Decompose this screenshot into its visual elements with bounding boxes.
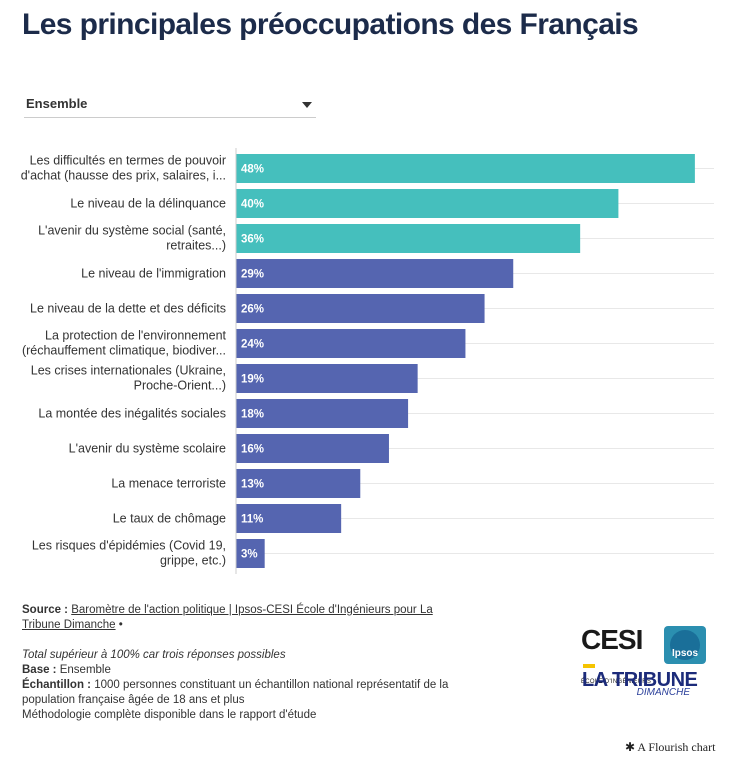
- bar[interactable]: [236, 364, 418, 393]
- bar[interactable]: [236, 329, 466, 358]
- bar-value-label: 26%: [241, 304, 264, 316]
- base-note: Base : Ensemble: [22, 663, 452, 678]
- bar-value-label: 16%: [241, 444, 264, 456]
- cesi-logo-subtitle: ÉCOLE D'INGÉNIEURS: [581, 679, 652, 685]
- bar-value-label: 36%: [241, 234, 264, 246]
- sample-note: Échantillon : 1000 personnes constituant…: [22, 678, 452, 708]
- cesi-logo: CESI ÉCOLE D'INGÉNIEURS: [581, 626, 656, 686]
- source-label: Source :: [22, 604, 69, 616]
- flourish-credit[interactable]: ✱ A Flourish chart: [625, 740, 716, 754]
- bar-value-label: 13%: [241, 479, 264, 491]
- chevron-down-icon[interactable]: [302, 102, 312, 108]
- bar-value-label: 29%: [241, 269, 264, 281]
- category-label: La montée des inégalités sociales: [38, 407, 226, 421]
- bar[interactable]: [236, 539, 265, 568]
- bar[interactable]: [236, 259, 514, 288]
- chart-title: Les principales préoccupations des Franç…: [22, 8, 639, 41]
- tribune-logo-subtitle: DIMANCHE: [636, 687, 690, 698]
- methodology-notes: Total supérieur à 100% car trois réponse…: [22, 648, 452, 723]
- category-label: La protection de l'environnement (réchauf…: [22, 329, 227, 358]
- base-value: Ensemble: [56, 664, 111, 676]
- base-label: Base :: [22, 664, 57, 676]
- bar[interactable]: [236, 434, 389, 463]
- bar-value-label: 11%: [241, 514, 263, 526]
- bar-value-label: 24%: [241, 339, 264, 351]
- total-note: Total supérieur à 100% car trois réponse…: [22, 649, 286, 661]
- bar[interactable]: [236, 399, 409, 428]
- source-suffix: •: [115, 619, 123, 631]
- bar[interactable]: [236, 469, 361, 498]
- methodology-note: Méthodologie complète disponible dans le…: [22, 709, 317, 721]
- sample-value: 1000 personnes constituant un échantillo…: [22, 679, 449, 706]
- filter-dropdown[interactable]: Ensemble: [24, 94, 316, 118]
- ipsos-logo: Ipsos: [664, 626, 706, 664]
- category-label: La menace terroriste: [111, 477, 226, 491]
- bar-chart: 48% Les difficultés en termes de pouvoir d…: [21, 148, 714, 574]
- bar[interactable]: [236, 224, 581, 253]
- source-note: Source : Baromètre de l'action politique…: [22, 603, 442, 633]
- bar[interactable]: [236, 294, 485, 323]
- tribune-logo-text: LA TRIBUNE: [582, 669, 698, 691]
- sample-label: Échantillon :: [22, 679, 91, 691]
- category-label: L'avenir du système social (santé, retrai…: [38, 224, 226, 253]
- flourish-credit-text: A Flourish chart: [637, 740, 716, 754]
- bar-value-label: 48%: [241, 164, 264, 176]
- la-tribune-logo: LA TRIBUNE DIMANCHE: [582, 670, 712, 700]
- bar-value-label: 19%: [241, 374, 264, 386]
- category-label: Le niveau de l'immigration: [81, 267, 226, 281]
- category-label: L'avenir du système scolaire: [69, 442, 226, 456]
- category-label: Les difficultés en termes de pouvoir d'ac…: [21, 154, 226, 183]
- category-label: Le taux de chômage: [113, 512, 226, 526]
- bar[interactable]: [236, 189, 619, 218]
- bar-value-label: 18%: [241, 409, 264, 421]
- category-label: Le niveau de la délinquance: [70, 197, 226, 211]
- bar[interactable]: [236, 504, 342, 533]
- category-label: Les risques d'épidémies (Covid 19, grippe…: [32, 539, 226, 568]
- cesi-logo-text: CESI: [581, 624, 643, 655]
- bar-value-label: 3%: [241, 549, 258, 561]
- category-label: Le niveau de la dette et des déficits: [30, 302, 226, 316]
- bar[interactable]: [236, 154, 695, 183]
- source-link[interactable]: Baromètre de l'action politique | Ipsos-…: [22, 604, 433, 631]
- filter-selected-value: Ensemble: [26, 96, 88, 111]
- ipsos-logo-text: Ipsos: [671, 648, 699, 659]
- bar-value-label: 40%: [241, 199, 264, 211]
- category-label: Les crises internationales (Ukraine, Proc…: [31, 364, 226, 393]
